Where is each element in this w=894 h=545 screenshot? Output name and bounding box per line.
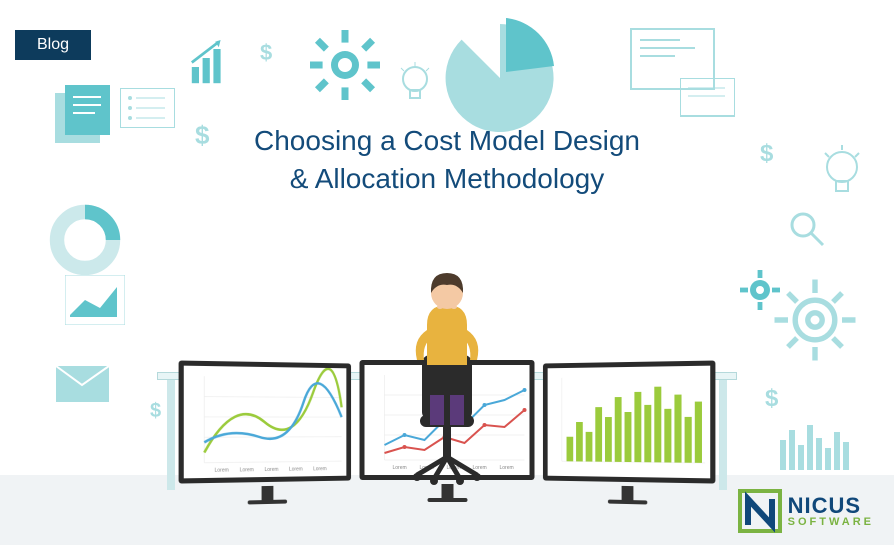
search-icon bbox=[788, 210, 828, 250]
envelope-icon bbox=[55, 365, 110, 403]
title-line1: Choosing a Cost Model Design bbox=[254, 125, 640, 156]
person-at-desk-icon bbox=[392, 265, 502, 485]
logo-brand: NICUS bbox=[788, 495, 874, 517]
gear-small-icon bbox=[740, 270, 780, 310]
dollar-icon: $ bbox=[765, 385, 778, 413]
gear-medium-icon bbox=[770, 275, 860, 365]
logo: NICUS SOFTWARE bbox=[738, 489, 874, 533]
bar-chart-bottom-icon bbox=[780, 420, 860, 470]
bar-chart-small-icon bbox=[190, 40, 235, 85]
title-line2: & Allocation Methodology bbox=[290, 163, 604, 194]
blog-tag: Blog bbox=[15, 30, 91, 60]
bulb-top-icon bbox=[398, 62, 433, 112]
dollar-icon: $ bbox=[260, 40, 272, 66]
gear-icon bbox=[310, 30, 380, 100]
logo-mark-icon bbox=[738, 489, 782, 533]
area-chart-icon bbox=[65, 275, 125, 325]
pie-chart-icon bbox=[440, 18, 560, 138]
page-title: Choosing a Cost Model Design & Allocatio… bbox=[0, 122, 894, 198]
logo-sub: SOFTWARE bbox=[788, 517, 874, 528]
folder-icon bbox=[680, 78, 735, 118]
donut-chart-icon bbox=[45, 200, 125, 280]
